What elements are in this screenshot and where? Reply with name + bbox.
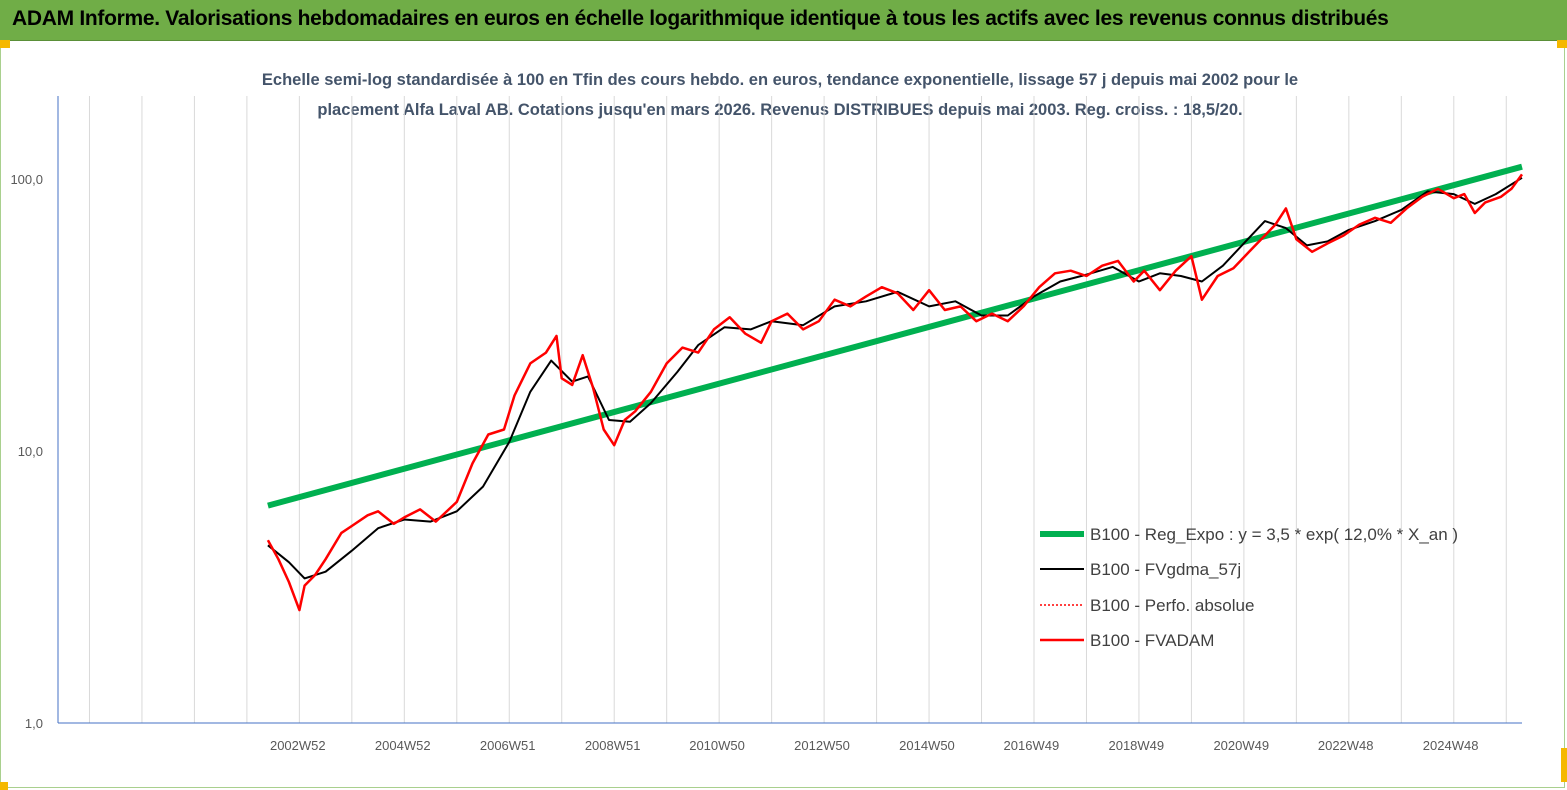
axis-layer: 1,0 10,0 100,0 2002W52 2004W52 2006W51 2008W51… xyxy=(10,96,1522,753)
grid-layer xyxy=(88,96,1507,723)
corner-marker-top-left xyxy=(0,40,10,48)
y-tick-label: 10,0 xyxy=(18,444,43,459)
chart-title-line-1: Echelle semi-log standardisée à 100 en T… xyxy=(261,71,1299,89)
x-tick-label: 2018W49 xyxy=(1108,738,1164,753)
x-tick-label: 2016W49 xyxy=(1004,738,1060,753)
series-layer xyxy=(266,163,1524,612)
x-tick-label: 2008W51 xyxy=(585,738,641,753)
corner-marker-top-right xyxy=(1557,40,1567,48)
legend-label-perfo: B100 - Perfo. absolue xyxy=(1090,596,1254,615)
y-tick-label: 100,0 xyxy=(10,172,43,187)
corner-marker-bottom-right xyxy=(1561,748,1567,782)
y-tick-label: 1,0 xyxy=(25,716,43,731)
x-tick-label: 2006W51 xyxy=(480,738,536,753)
legend-label-fvgdma: B100 - FVgdma_57j xyxy=(1090,560,1241,579)
x-tick-label: 2022W48 xyxy=(1318,738,1374,753)
legend-label-reg-expo: B100 - Reg_Expo : y = 3,5 * exp( 12,0% *… xyxy=(1090,525,1458,544)
header-bar: ADAM Informe. Valorisations hebdomadaire… xyxy=(0,0,1567,41)
chart-title-line-2: placement Alfa Laval AB. Cotations jusqu… xyxy=(317,101,1243,119)
x-tick-label: 2002W52 xyxy=(270,738,326,753)
x-tick-label: 2024W48 xyxy=(1423,738,1479,753)
x-tick-label: 2004W52 xyxy=(375,738,431,753)
x-tick-label: 2020W49 xyxy=(1213,738,1269,753)
x-tick-label: 2014W50 xyxy=(899,738,955,753)
legend: B100 - Reg_Expo : y = 3,5 * exp( 12,0% *… xyxy=(1040,525,1458,650)
x-tick-label: 2012W50 xyxy=(794,738,850,753)
legend-label-fvadam: B100 - FVADAM xyxy=(1090,631,1214,650)
series-line-fvadam xyxy=(266,173,1524,612)
corner-marker-bottom-left xyxy=(0,782,8,790)
series-line-fvgdma xyxy=(267,176,1523,580)
report-title: ADAM Informe. Valorisations hebdomadaire… xyxy=(12,7,1389,30)
series-line-reg-expo xyxy=(267,163,1523,509)
x-tick-label: 2010W50 xyxy=(689,738,745,753)
